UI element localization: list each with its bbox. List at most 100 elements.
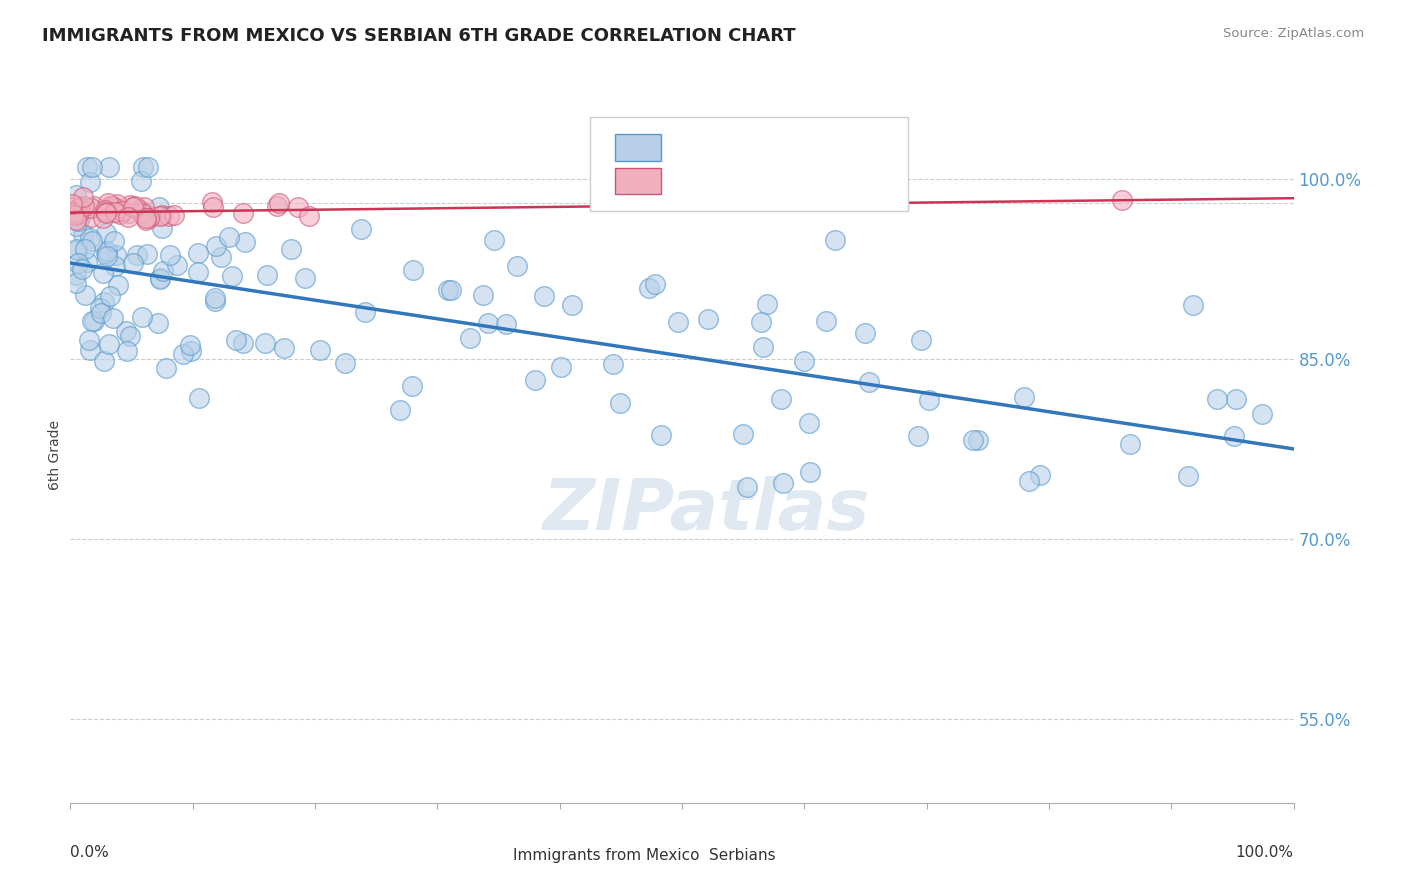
Point (1177, 468, 1199, 483)
Point (69, 211, 91, 225)
Point (159, 248, 181, 262)
Point (232, 206, 254, 220)
Point (103, 311, 125, 326)
Point (1018, 474, 1040, 488)
Text: R = -0.468: R = -0.468 (671, 138, 761, 156)
Point (253, 336, 276, 351)
Point (75, 242, 97, 256)
Point (73, 288, 96, 302)
Point (333, 356, 356, 370)
Point (118, 328, 141, 343)
Point (402, 263, 425, 277)
Point (287, 200, 309, 214)
Point (172, 347, 194, 361)
Point (65, 242, 87, 256)
Point (83, 199, 105, 213)
Point (96, 249, 118, 263)
Point (218, 230, 240, 244)
Point (756, 297, 779, 311)
Point (60, 197, 83, 211)
Point (772, 476, 794, 491)
Point (118, 198, 141, 212)
Point (166, 258, 188, 272)
Point (152, 264, 174, 278)
Point (495, 318, 517, 332)
Point (163, 208, 186, 222)
Point (472, 288, 495, 302)
Point (134, 200, 156, 214)
Point (225, 333, 247, 347)
Point (354, 305, 377, 319)
Point (76, 160, 98, 174)
Point (561, 298, 583, 312)
Point (294, 271, 316, 285)
Point (146, 316, 169, 330)
Point (149, 271, 172, 285)
Text: ZIPatlas: ZIPatlas (543, 476, 870, 545)
Point (121, 256, 143, 270)
Point (114, 324, 136, 338)
Point (66, 205, 89, 219)
Point (105, 247, 128, 261)
Point (477, 316, 499, 330)
Point (66, 207, 89, 221)
Point (650, 428, 672, 442)
Point (65, 268, 87, 283)
Point (1205, 392, 1227, 407)
Text: IMMIGRANTS FROM MEXICO VS SERBIAN 6TH GRADE CORRELATION CHART: IMMIGRANTS FROM MEXICO VS SERBIAN 6TH GR… (42, 27, 796, 45)
Point (62, 204, 84, 219)
Point (201, 194, 224, 209)
Point (82, 314, 104, 328)
Point (699, 160, 721, 174)
Point (770, 392, 793, 407)
Point (233, 235, 256, 249)
Point (104, 204, 127, 219)
Point (66, 214, 89, 228)
Point (298, 209, 321, 223)
Point (65, 277, 87, 291)
Point (267, 196, 290, 211)
Point (138, 211, 160, 225)
Point (204, 291, 226, 305)
Point (149, 271, 172, 285)
Point (65, 219, 87, 234)
Text: Serbians: Serbians (709, 848, 776, 863)
Point (1119, 437, 1142, 451)
Point (853, 326, 876, 340)
Point (1012, 390, 1035, 404)
Point (97, 195, 120, 210)
Point (437, 283, 460, 297)
Point (221, 269, 243, 284)
Point (1225, 392, 1247, 407)
Point (308, 343, 330, 358)
FancyBboxPatch shape (614, 134, 661, 161)
Point (1223, 429, 1246, 443)
Point (122, 200, 145, 214)
Text: R =  0.578: R = 0.578 (671, 172, 759, 190)
Point (179, 338, 201, 352)
Point (72, 227, 94, 241)
Point (524, 373, 547, 387)
Point (107, 201, 129, 215)
Point (1111, 193, 1133, 207)
Point (80, 235, 103, 249)
Point (138, 209, 160, 223)
Point (749, 315, 772, 329)
Text: Immigrants from Mexico: Immigrants from Mexico (513, 848, 700, 863)
Point (814, 313, 837, 327)
Point (797, 416, 820, 430)
Point (131, 310, 153, 324)
Point (484, 233, 506, 247)
Point (148, 209, 170, 223)
Point (155, 361, 177, 376)
Point (752, 340, 775, 354)
Point (131, 205, 153, 219)
Point (129, 204, 152, 219)
Text: 100.0%: 100.0% (1236, 845, 1294, 860)
Point (666, 315, 689, 329)
Point (62, 208, 84, 222)
Y-axis label: 6th Grade: 6th Grade (48, 420, 62, 490)
Point (401, 379, 423, 393)
Point (907, 428, 929, 442)
Point (128, 202, 150, 217)
